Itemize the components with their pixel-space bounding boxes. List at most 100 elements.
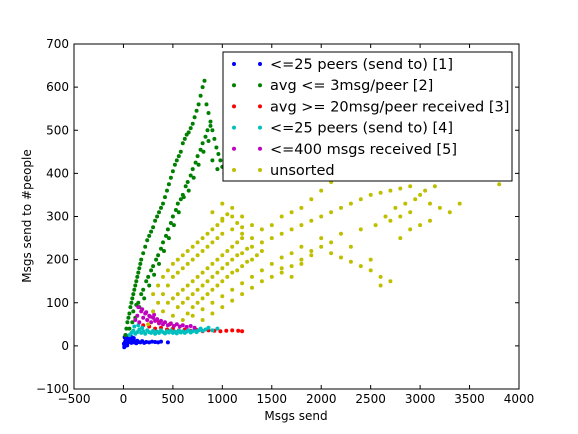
data-point xyxy=(230,214,235,219)
data-point xyxy=(339,231,343,236)
data-point xyxy=(175,270,180,275)
data-point xyxy=(408,210,413,215)
data-point xyxy=(132,287,137,292)
data-point xyxy=(212,136,217,141)
data-point xyxy=(403,201,408,206)
data-point xyxy=(165,300,170,305)
data-point xyxy=(186,188,191,193)
data-point xyxy=(186,130,191,135)
data-point xyxy=(269,236,274,241)
series-6 xyxy=(146,158,502,327)
data-point xyxy=(240,236,245,241)
data-point xyxy=(210,287,215,292)
data-point xyxy=(192,325,197,330)
data-point xyxy=(147,283,152,288)
data-point xyxy=(254,253,259,258)
data-point xyxy=(432,184,437,189)
data-point xyxy=(168,175,173,180)
data-point xyxy=(131,292,136,297)
data-point xyxy=(230,328,235,333)
legend-item: <=400 msgs received [5] xyxy=(232,142,457,158)
data-point xyxy=(200,236,205,241)
data-point xyxy=(220,266,225,271)
data-point xyxy=(309,249,314,253)
data-point xyxy=(457,201,462,206)
data-point xyxy=(240,225,245,230)
data-point xyxy=(269,223,274,228)
data-point xyxy=(180,300,185,305)
data-point xyxy=(130,296,135,301)
x-tick-label: 2000 xyxy=(306,392,337,406)
data-point xyxy=(250,257,254,262)
data-point xyxy=(250,223,254,228)
data-point xyxy=(205,231,210,236)
x-tick-label: 4000 xyxy=(504,392,535,406)
data-point xyxy=(131,328,136,333)
data-point xyxy=(206,139,211,143)
data-point xyxy=(309,197,314,202)
data-point xyxy=(131,309,136,314)
data-point xyxy=(161,240,165,245)
data-point xyxy=(175,292,180,297)
data-point xyxy=(165,340,170,345)
data-point xyxy=(299,257,304,262)
data-point xyxy=(178,149,183,154)
data-point xyxy=(147,233,152,238)
data-point xyxy=(165,268,170,273)
data-point xyxy=(215,223,220,228)
x-tick-label: 0 xyxy=(120,392,128,406)
data-point xyxy=(388,279,393,284)
data-point xyxy=(329,210,334,215)
data-point xyxy=(428,218,432,223)
data-point xyxy=(166,236,171,241)
data-point xyxy=(152,312,157,317)
data-point xyxy=(149,320,154,325)
data-point xyxy=(190,257,195,262)
data-point xyxy=(124,326,129,331)
legend-box xyxy=(222,51,513,182)
data-point xyxy=(206,325,211,330)
data-point xyxy=(193,160,198,165)
data-point xyxy=(235,253,240,258)
data-point xyxy=(151,264,156,269)
data-point xyxy=(240,329,245,334)
data-point xyxy=(176,210,181,215)
data-point xyxy=(125,320,130,325)
data-point xyxy=(149,268,154,273)
data-point xyxy=(299,223,304,228)
data-point xyxy=(166,182,171,187)
data-point xyxy=(230,205,235,210)
data-point xyxy=(220,231,225,236)
ticks-layer: −500 0 500 1000 1500 2000 2500 3000 3500 4000−100… xyxy=(36,37,534,406)
data-point xyxy=(134,279,139,284)
data-point xyxy=(205,279,210,284)
data-point xyxy=(259,249,264,253)
data-point xyxy=(201,149,206,154)
data-point xyxy=(196,162,201,167)
data-point xyxy=(215,283,220,288)
data-point xyxy=(190,167,195,172)
legend-marker xyxy=(232,62,236,66)
data-point xyxy=(225,249,230,253)
data-point xyxy=(128,305,133,310)
data-point xyxy=(383,214,388,219)
data-point xyxy=(200,270,205,275)
data-point xyxy=(368,257,373,262)
data-point xyxy=(210,300,215,305)
y-tick-label: −100 xyxy=(36,382,69,396)
data-point xyxy=(368,268,373,273)
data-point xyxy=(170,261,175,266)
y-tick-label: 100 xyxy=(46,296,69,310)
data-point xyxy=(368,192,373,197)
data-point xyxy=(289,227,294,232)
data-point xyxy=(259,279,264,284)
data-point xyxy=(148,314,153,319)
data-point xyxy=(225,274,230,279)
data-point xyxy=(309,253,314,258)
data-point xyxy=(210,240,215,245)
data-point xyxy=(240,251,245,256)
data-point xyxy=(225,212,230,217)
data-point xyxy=(373,223,378,228)
data-point xyxy=(497,182,502,187)
data-point xyxy=(437,205,442,210)
